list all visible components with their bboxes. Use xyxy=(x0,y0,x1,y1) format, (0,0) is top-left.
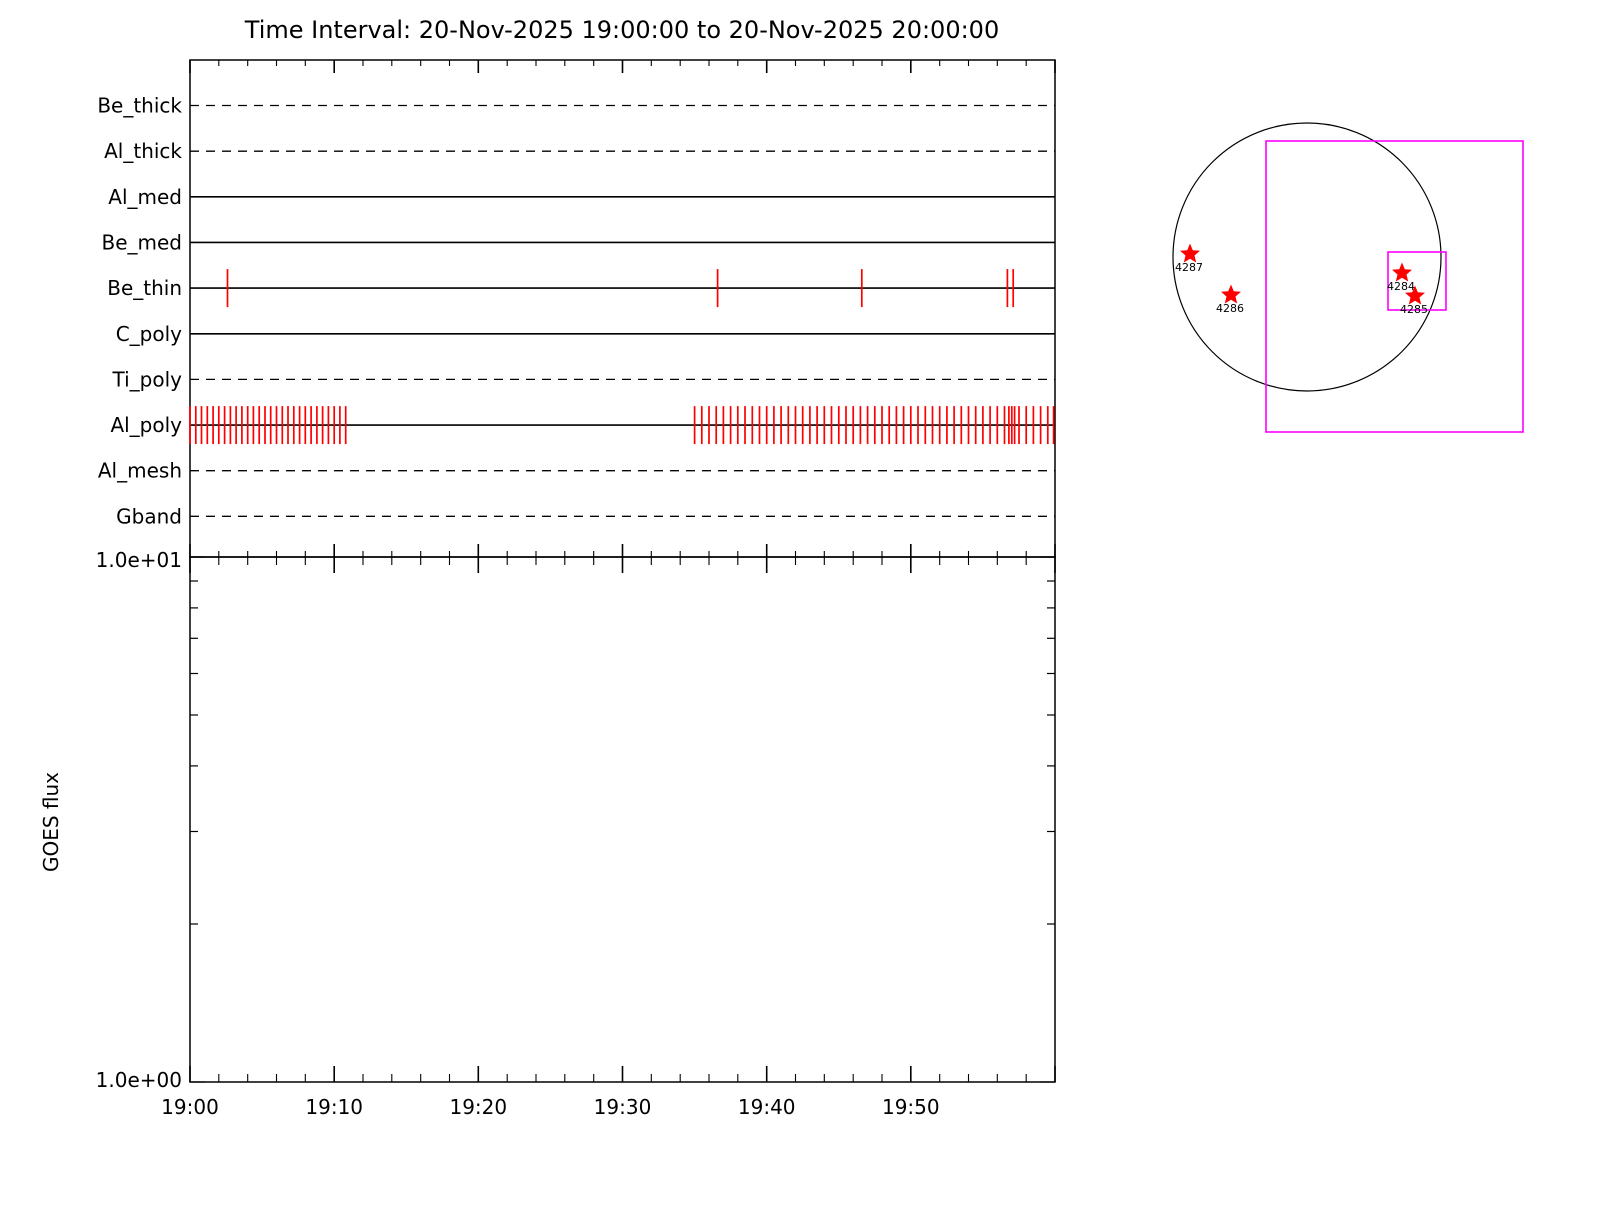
channel-label: Ti_poly xyxy=(112,367,183,391)
channel-label: Al_thick xyxy=(104,139,182,163)
filter-timeline-panel: Be_thick Al_thick Al_med Be_med Be_thin C_pol… xyxy=(97,59,1056,558)
channel-label: Be_thin xyxy=(107,276,182,300)
fov-box-2 xyxy=(1387,251,1447,311)
filter-channel-Be_thin: Be_thin xyxy=(107,269,1055,308)
filter-channel-Al_med: Al_med xyxy=(108,185,1055,209)
active-region-4287: 4287 xyxy=(1175,243,1203,274)
channel-label: Be_thick xyxy=(97,94,182,118)
x-tick-label: 19:20 xyxy=(449,1095,507,1119)
fov-box-1 xyxy=(1265,140,1524,433)
active-region-star-icon xyxy=(1221,284,1241,304)
channel-label: Be_med xyxy=(101,230,182,254)
x-tick-label: 19:50 xyxy=(882,1095,940,1119)
active-region-star-icon xyxy=(1405,285,1425,305)
active-region-4286: 4286 xyxy=(1216,284,1244,315)
filter-channel-Al_poly: Al_poly xyxy=(110,406,1055,445)
filter-channel-Be_med: Be_med xyxy=(101,230,1055,254)
y-axis-label-goes-flux: GOES flux xyxy=(39,772,63,872)
active-region-label: 4284 xyxy=(1387,280,1415,293)
channel-label: Al_poly xyxy=(110,413,182,437)
x-tick-label: 19:10 xyxy=(305,1095,363,1119)
solar-limb-circle xyxy=(1172,122,1442,392)
channel-label: Al_mesh xyxy=(98,459,182,483)
x-tick-label: 19:40 xyxy=(738,1095,796,1119)
filter-channel-Ti_poly: Ti_poly xyxy=(112,367,1055,391)
filter-channel-C_poly: C_poly xyxy=(116,322,1055,346)
active-region-label: 4287 xyxy=(1175,261,1203,274)
active-region-label: 4285 xyxy=(1400,303,1428,316)
filter-panel-border xyxy=(189,59,1056,558)
filter-channel-Al_thick: Al_thick xyxy=(104,139,1055,163)
y-tick-label-bottom: 1.0e+00 xyxy=(96,1068,182,1092)
chart-title: Time Interval: 20-Nov-2025 19:00:00 to 2… xyxy=(244,16,999,44)
active-region-star-icon xyxy=(1180,243,1200,263)
x-tick-label: 19:30 xyxy=(594,1095,652,1119)
filter-channel-Al_mesh: Al_mesh xyxy=(98,459,1055,483)
active-region-4284: 4284 xyxy=(1387,262,1415,293)
y-tick-label-top: 1.0e+01 xyxy=(96,548,182,572)
channel-label: C_poly xyxy=(116,322,182,346)
goes-panel-border xyxy=(189,556,1056,1083)
active-region-4285: 4285 xyxy=(1400,285,1428,316)
channel-label: Al_med xyxy=(108,185,182,209)
active-region-label: 4286 xyxy=(1216,302,1244,315)
x-tick-label: 19:00 xyxy=(161,1095,219,1119)
channel-label: Gband xyxy=(116,504,182,528)
filter-channel-Gband: Gband xyxy=(116,504,1055,528)
filter-channel-Be_thick: Be_thick xyxy=(97,94,1055,118)
goes-flux-panel: 1.0e+01 1.0e+00 19:00 19:10 19:20 19:30 19:40 1… xyxy=(39,548,1056,1119)
active-region-star-icon xyxy=(1392,262,1412,282)
solar-disk-map: 4287 4286 4284 4285 xyxy=(1172,122,1524,433)
